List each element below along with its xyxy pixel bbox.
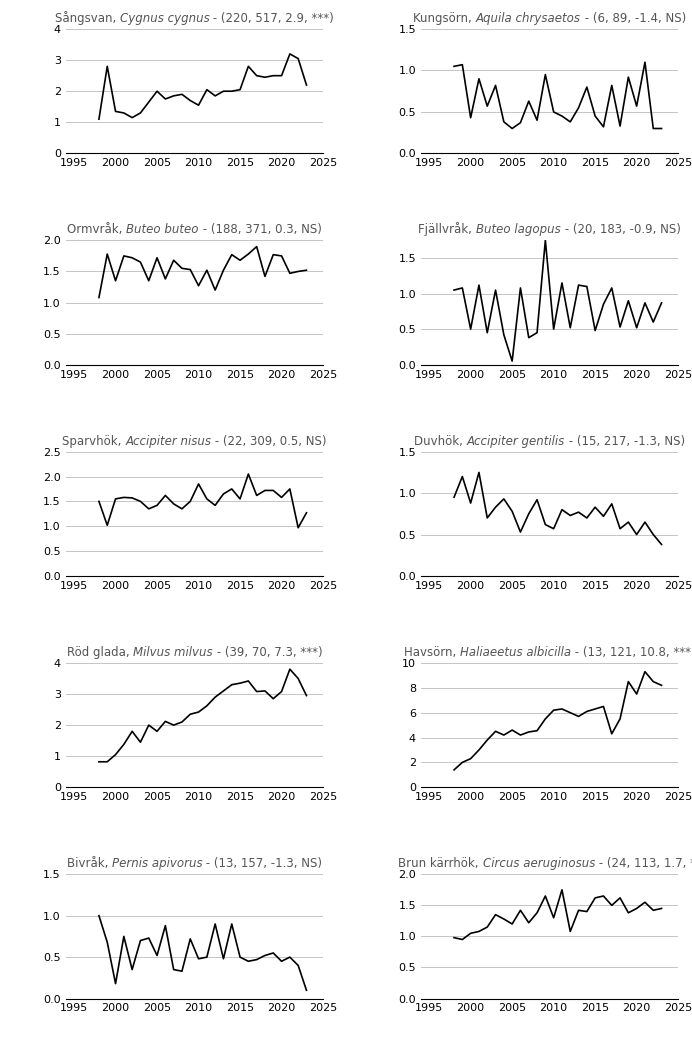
Text: - (6, 89, -1.4, NS): - (6, 89, -1.4, NS)	[581, 12, 686, 25]
Text: Duvhök,: Duvhök,	[414, 435, 466, 447]
Text: - (15, 217, -1.3, NS): - (15, 217, -1.3, NS)	[565, 435, 685, 447]
Text: Kungsörn,: Kungsörn,	[413, 12, 475, 25]
Text: Aquila chrysaetos: Aquila chrysaetos	[475, 12, 581, 25]
Text: Buteo lagopus: Buteo lagopus	[476, 223, 561, 237]
Text: Ormvråk,: Ormvråk,	[67, 223, 126, 237]
Text: Buteo buteo: Buteo buteo	[126, 223, 199, 237]
Text: - (188, 371, 0.3, NS): - (188, 371, 0.3, NS)	[199, 223, 322, 237]
Text: Accipiter gentilis: Accipiter gentilis	[466, 435, 565, 447]
Text: Circus aeruginosus: Circus aeruginosus	[482, 857, 595, 870]
Text: - (13, 121, 10.8, ***): - (13, 121, 10.8, ***)	[571, 646, 692, 659]
Text: Brun kärrhök,: Brun kärrhök,	[399, 857, 482, 870]
Text: Fjällvråk,: Fjällvråk,	[419, 222, 476, 237]
Text: Milvus milvus: Milvus milvus	[133, 646, 212, 659]
Text: Accipiter nisus: Accipiter nisus	[125, 435, 211, 447]
Text: Röd glada,: Röd glada,	[66, 646, 133, 659]
Text: Cygnus cygnus: Cygnus cygnus	[120, 12, 210, 25]
Text: Sångsvan,: Sångsvan,	[55, 11, 120, 25]
Text: Bivråk,: Bivråk,	[66, 857, 111, 870]
Text: - (220, 517, 2.9, ***): - (220, 517, 2.9, ***)	[210, 12, 334, 25]
Text: - (13, 157, -1.3, NS): - (13, 157, -1.3, NS)	[202, 857, 322, 870]
Text: - (20, 183, -0.9, NS): - (20, 183, -0.9, NS)	[561, 223, 681, 237]
Text: Haliaeetus albicilla: Haliaeetus albicilla	[459, 646, 571, 659]
Text: Pernis apivorus: Pernis apivorus	[111, 857, 202, 870]
Text: - (22, 309, 0.5, NS): - (22, 309, 0.5, NS)	[211, 435, 327, 447]
Text: - (24, 113, 1.7, *): - (24, 113, 1.7, *)	[595, 857, 692, 870]
Text: Sparvhök,: Sparvhök,	[62, 435, 125, 447]
Text: Havsörn,: Havsörn,	[403, 646, 459, 659]
Text: - (39, 70, 7.3, ***): - (39, 70, 7.3, ***)	[212, 646, 322, 659]
